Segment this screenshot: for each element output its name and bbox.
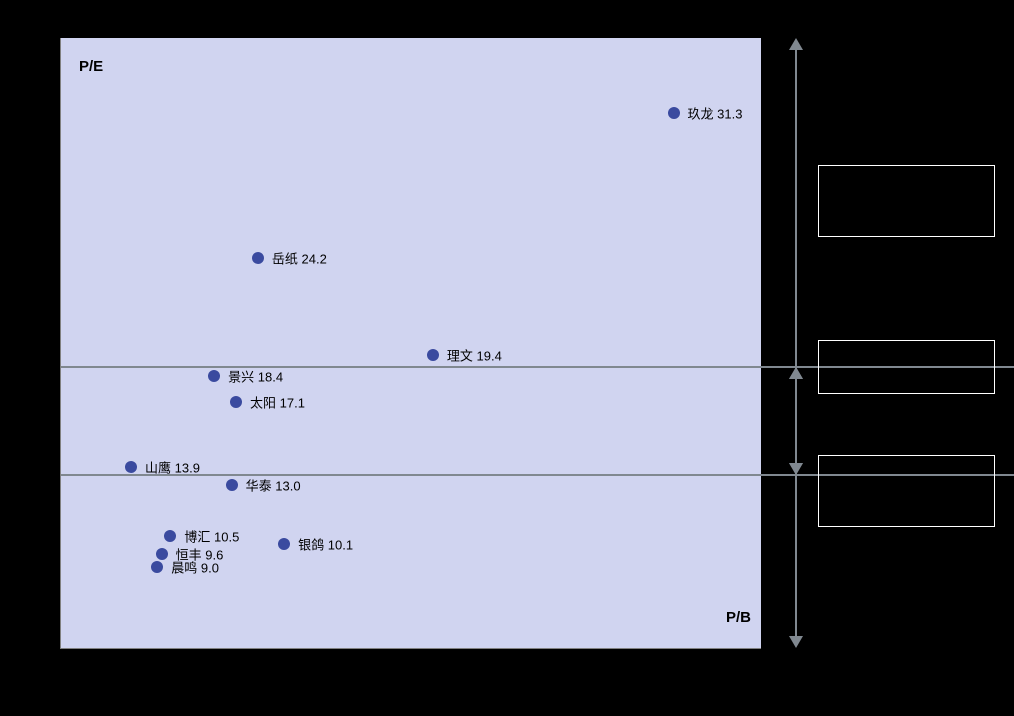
y-tick-label: 20 — [41, 336, 55, 351]
x-tick-label: 1 — [145, 654, 152, 669]
annotation-box — [818, 165, 995, 237]
data-point-label: 银鸽 10.1 — [298, 535, 353, 554]
point-value: 13.0 — [275, 479, 300, 494]
y-tick-label: 10 — [41, 539, 55, 554]
arrowhead-up-icon — [789, 38, 803, 50]
x-tick-label: 3 — [320, 654, 327, 669]
data-point — [427, 349, 439, 361]
data-point — [230, 396, 242, 408]
point-value: 9.0 — [201, 560, 219, 575]
y-tick-label: 15 — [41, 437, 55, 452]
data-point-label: 岳纸 24.2 — [272, 248, 327, 267]
y-tick-label: 30 — [41, 132, 55, 147]
x-tick-label: 8 — [757, 654, 764, 669]
data-point-label: 晨鸣 9.0 — [171, 557, 219, 576]
data-point — [156, 548, 168, 560]
y-tick-label: 5 — [48, 641, 55, 656]
point-name: 晨鸣 — [171, 560, 197, 575]
x-tick-label: 5 — [495, 654, 502, 669]
x-tick-label: 2 — [232, 654, 239, 669]
y-axis-title: P/E — [79, 58, 103, 75]
data-point-label: 景兴 18.4 — [228, 366, 283, 385]
point-value: 19.4 — [477, 349, 502, 364]
point-value: 10.1 — [328, 538, 353, 553]
point-value: 13.9 — [175, 461, 200, 476]
x-tick-label: 7 — [670, 654, 677, 669]
x-tick-label: 0 — [57, 654, 64, 669]
data-point — [668, 107, 680, 119]
data-point — [164, 530, 176, 542]
data-point — [151, 561, 163, 573]
point-value: 17.1 — [280, 395, 305, 410]
point-value: 24.2 — [302, 251, 327, 266]
data-point-label: 太阳 17.1 — [250, 392, 305, 411]
point-name: 山鹰 — [145, 461, 171, 476]
data-point — [278, 538, 290, 550]
annotation-box — [818, 340, 995, 394]
y-tick-label: 35 — [41, 31, 55, 46]
arrowhead-down-icon — [789, 636, 803, 648]
x-tick-label: 6 — [582, 654, 589, 669]
arrowhead-down-icon — [789, 463, 803, 475]
data-point-label: 博汇 10.5 — [184, 527, 239, 546]
point-value: 31.3 — [717, 107, 742, 122]
x-axis-title: P/B — [726, 609, 751, 626]
data-point-label: 玖龙 31.3 — [688, 104, 743, 123]
point-value: 10.5 — [214, 530, 239, 545]
annotation-box — [818, 455, 995, 527]
data-point-label: 华泰 13.0 — [246, 476, 301, 495]
point-name: 华泰 — [246, 479, 272, 494]
data-point-label: 山鹰 13.9 — [145, 458, 200, 477]
data-point — [252, 252, 264, 264]
chart-container: 5 10 15 20 25 30 35 0 1 2 3 4 5 6 7 8 P/E P/B 玖龙 31.3 岳纸 24… — [0, 0, 1014, 716]
data-point — [125, 461, 137, 473]
point-name: 银鸽 — [298, 538, 324, 553]
data-point-label: 理文 19.4 — [447, 346, 502, 365]
data-point — [226, 479, 238, 491]
data-point — [208, 370, 220, 382]
point-name: 博汇 — [184, 530, 210, 545]
point-name: 理文 — [447, 349, 473, 364]
point-name: 景兴 — [228, 369, 254, 384]
range-arrow — [795, 50, 797, 463]
plot-area: 5101520253035012345678P/EP/B玖龙 31.3岳纸 24… — [60, 38, 761, 649]
point-value: 18.4 — [258, 369, 283, 384]
point-name: 岳纸 — [272, 251, 298, 266]
point-name: 太阳 — [250, 395, 276, 410]
point-name: 玖龙 — [688, 107, 714, 122]
x-tick-label: 4 — [407, 654, 414, 669]
y-tick-label: 25 — [41, 234, 55, 249]
